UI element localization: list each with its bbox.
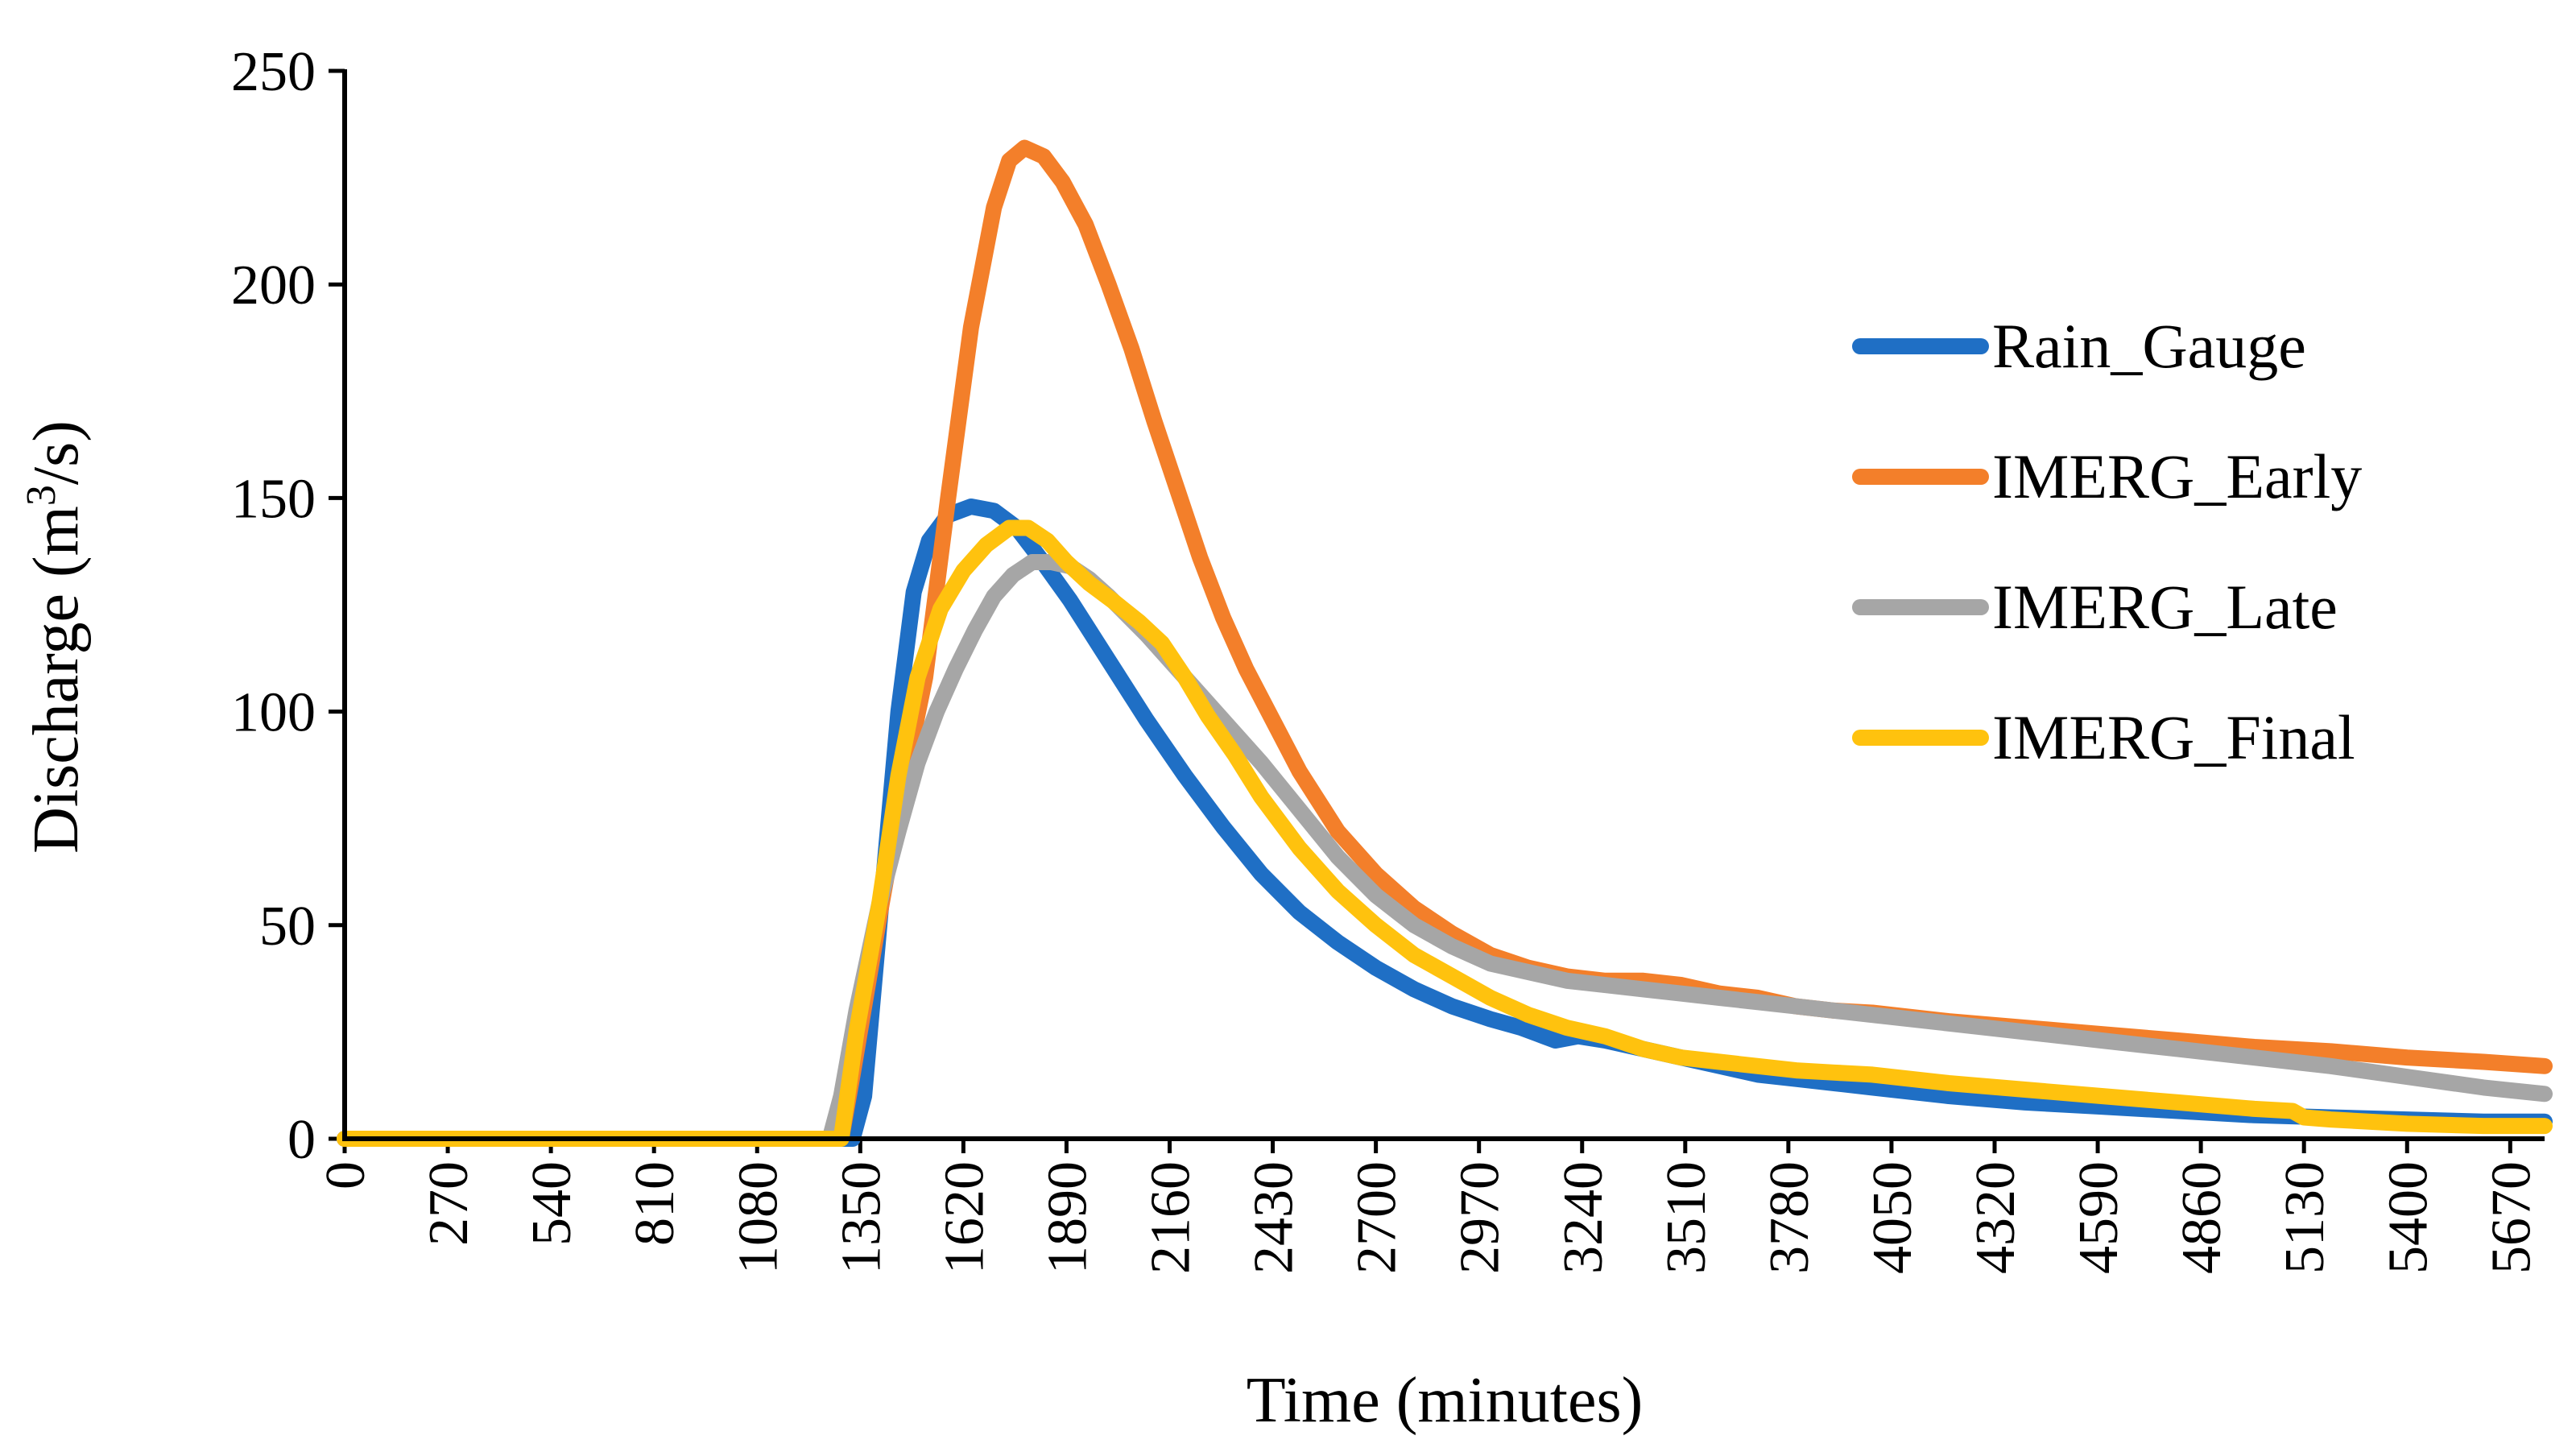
x-tick-label: 5130 [2274,1161,2336,1274]
x-tick-label: 3780 [1759,1161,1821,1274]
series-line-rain-gauge [337,499,2553,1147]
legend-label: Rain_Gauge [1992,311,2306,381]
x-axis-title: Time (minutes) [1247,1365,1644,1436]
y-tick-label: 200 [231,254,316,316]
y-axis-title-superscript: 3 [19,485,64,506]
y-tick-label: 50 [259,896,316,958]
x-tick-label: 3240 [1553,1161,1615,1274]
x-tick-label: 1350 [830,1161,892,1274]
y-axis-title-suffix: /s) [21,420,92,485]
x-tick-label: 2970 [1449,1161,1511,1274]
x-tick-label: 5670 [2480,1161,2542,1274]
x-tick-label: 540 [521,1161,583,1246]
x-tick-label: 4860 [2171,1161,2233,1274]
x-tick-label: 2430 [1243,1161,1305,1274]
y-axis-title-prefix: Discharge (m [21,506,92,854]
y-axis-title: Discharge (m3/s) [19,420,93,854]
x-tick-label: 2700 [1346,1161,1408,1274]
x-tick-label: 1080 [727,1161,789,1274]
series-line-imerg-late [337,554,2553,1147]
legend-label: IMERG_Late [1992,572,2338,642]
x-tick-label: 4590 [2068,1161,2130,1274]
y-axis-ticks: 0 50 100 150 200 250 [231,41,345,1171]
x-tick-label: 2160 [1140,1161,1202,1274]
x-tick-label: 1890 [1036,1161,1098,1274]
y-tick-label: 150 [231,468,316,530]
series-lines [337,139,2553,1147]
x-tick-label: 1620 [933,1161,995,1274]
legend: Rain_Gauge IMERG_Early IMERG_Late IMERG_Fin… [1852,311,2362,772]
y-tick-label: 250 [231,41,316,103]
x-tick-label: 3510 [1656,1161,1718,1274]
y-tick-label: 100 [231,682,316,744]
series-line-imerg-early [337,139,2553,1147]
y-tick-label: 0 [287,1109,316,1171]
x-tick-label: 4320 [1965,1161,2027,1274]
x-tick-label: 4050 [1862,1161,1924,1274]
x-tick-label: 0 [315,1161,377,1189]
x-axis-ticks: 0 270 540 810 1080 1350 1620 1890 2160 2430 2700 29… [315,1139,2542,1274]
x-tick-label: 270 [418,1161,480,1246]
legend-label: IMERG_Final [1992,702,2355,772]
x-tick-label: 810 [624,1161,686,1246]
x-tick-label: 5400 [2377,1161,2439,1274]
legend-label: IMERG_Early [1992,441,2362,511]
series-line-imerg-final [337,519,2553,1147]
